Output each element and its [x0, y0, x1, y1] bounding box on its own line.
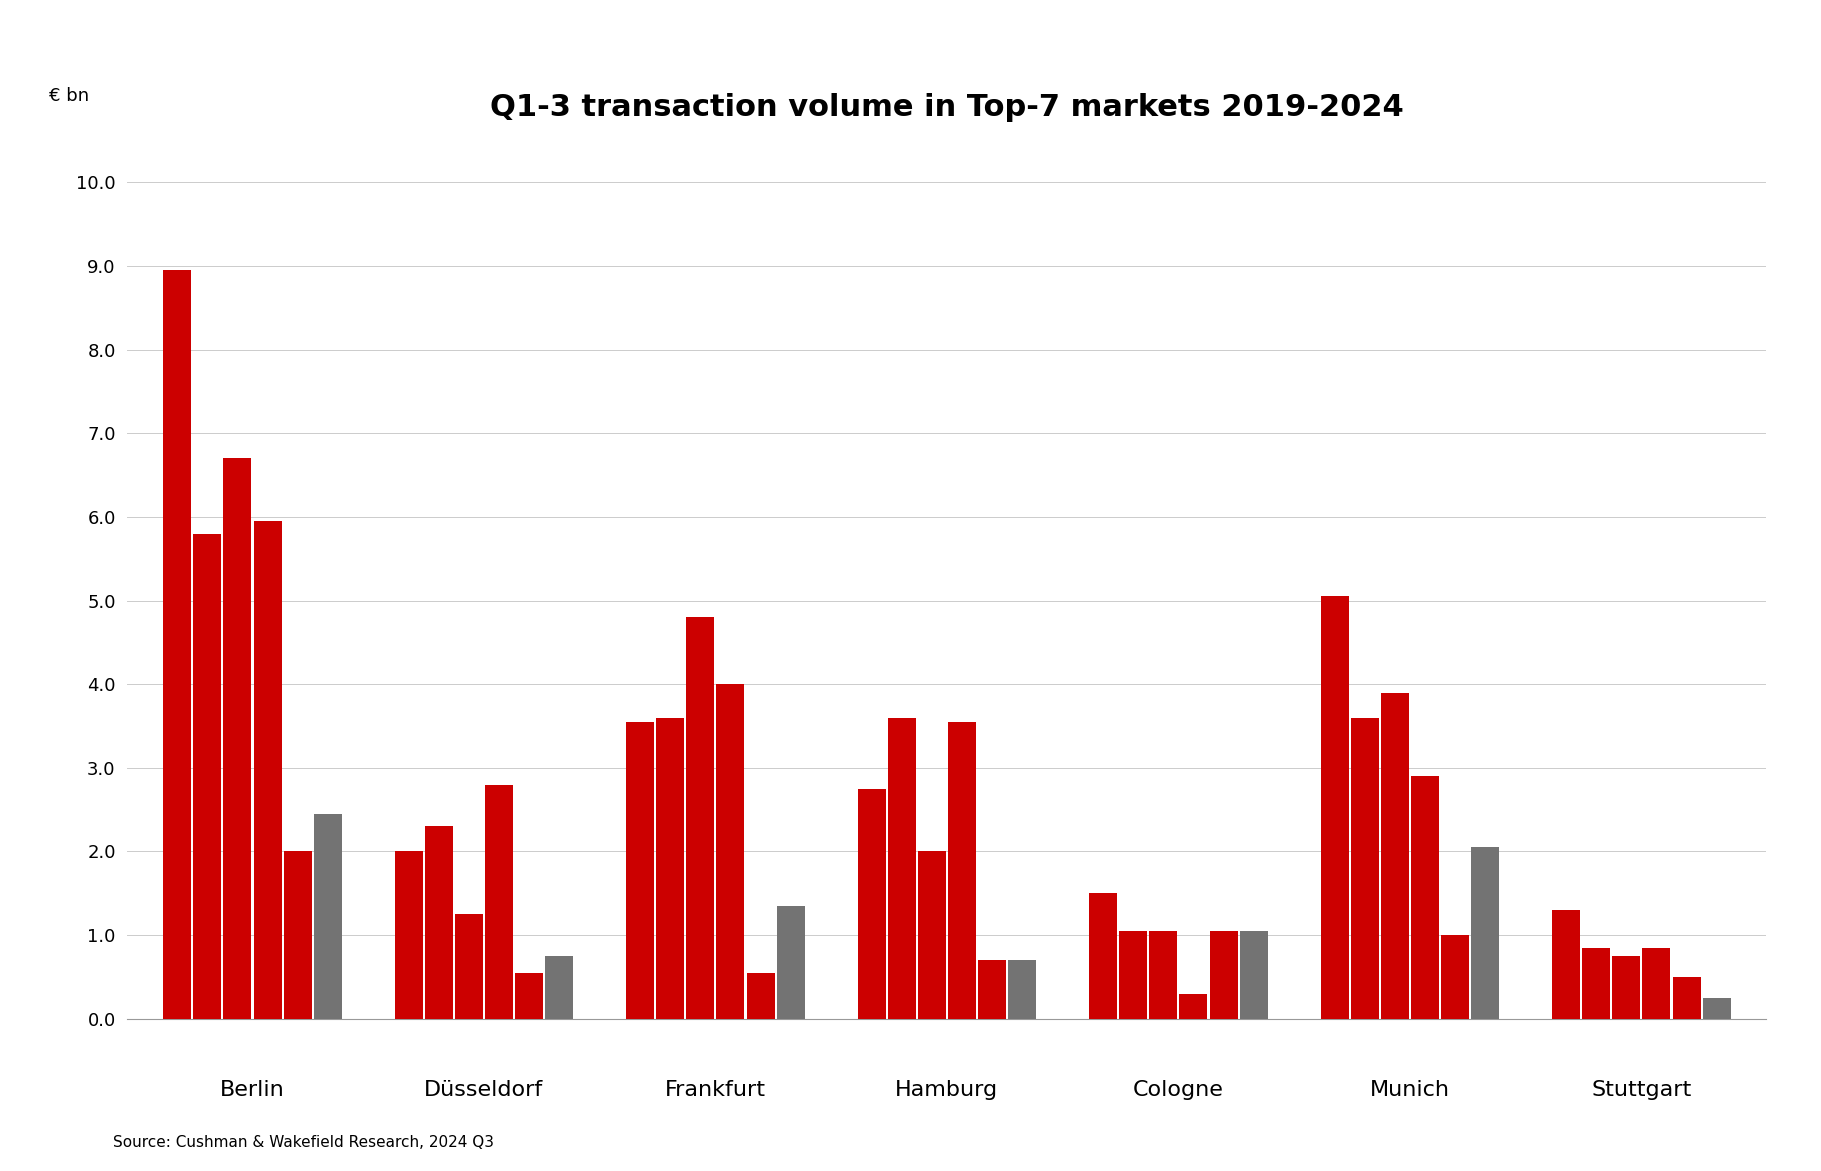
- Bar: [1612, 956, 1641, 1019]
- Bar: [858, 789, 885, 1019]
- Text: Stuttgart: Stuttgart: [1592, 1080, 1692, 1101]
- Bar: [1180, 994, 1207, 1019]
- Bar: [164, 271, 191, 1019]
- Text: € bn: € bn: [49, 88, 89, 105]
- Bar: [1411, 776, 1439, 1019]
- Bar: [1240, 931, 1267, 1019]
- Bar: [1672, 977, 1701, 1019]
- Bar: [1009, 960, 1036, 1019]
- Text: Düsseldorf: Düsseldorf: [424, 1080, 544, 1101]
- Bar: [1320, 596, 1349, 1019]
- Bar: [1703, 998, 1730, 1019]
- Bar: [778, 906, 805, 1019]
- Bar: [1582, 947, 1610, 1019]
- Bar: [193, 534, 222, 1019]
- Bar: [949, 721, 976, 1019]
- Text: Cologne: Cologne: [1133, 1080, 1224, 1101]
- Title: Q1-3 transaction volume in Top-7 markets 2019-2024: Q1-3 transaction volume in Top-7 markets…: [490, 93, 1404, 122]
- Text: Hamburg: Hamburg: [896, 1080, 998, 1101]
- Bar: [484, 785, 514, 1019]
- Bar: [687, 617, 714, 1019]
- Bar: [424, 827, 453, 1019]
- Bar: [889, 718, 916, 1019]
- Bar: [1089, 893, 1116, 1019]
- Bar: [515, 973, 543, 1019]
- Bar: [253, 521, 282, 1019]
- Text: Source: Cushman & Wakefield Research, 2024 Q3: Source: Cushman & Wakefield Research, 20…: [113, 1135, 493, 1150]
- Bar: [918, 851, 945, 1019]
- Bar: [1643, 947, 1670, 1019]
- Bar: [716, 684, 745, 1019]
- Bar: [395, 851, 422, 1019]
- Bar: [747, 973, 774, 1019]
- Bar: [1149, 931, 1178, 1019]
- Bar: [656, 718, 685, 1019]
- Bar: [626, 721, 654, 1019]
- Bar: [544, 956, 574, 1019]
- Bar: [1351, 718, 1378, 1019]
- Bar: [978, 960, 1005, 1019]
- Bar: [1440, 936, 1470, 1019]
- Bar: [1209, 931, 1238, 1019]
- Bar: [1551, 910, 1581, 1019]
- Bar: [284, 851, 311, 1019]
- Bar: [1471, 848, 1499, 1019]
- Bar: [313, 814, 342, 1019]
- Bar: [1120, 931, 1147, 1019]
- Text: Munich: Munich: [1369, 1080, 1450, 1101]
- Text: Frankfurt: Frankfurt: [665, 1080, 767, 1101]
- Text: Berlin: Berlin: [220, 1080, 284, 1101]
- Bar: [455, 915, 483, 1019]
- Bar: [224, 458, 251, 1019]
- Bar: [1380, 692, 1409, 1019]
